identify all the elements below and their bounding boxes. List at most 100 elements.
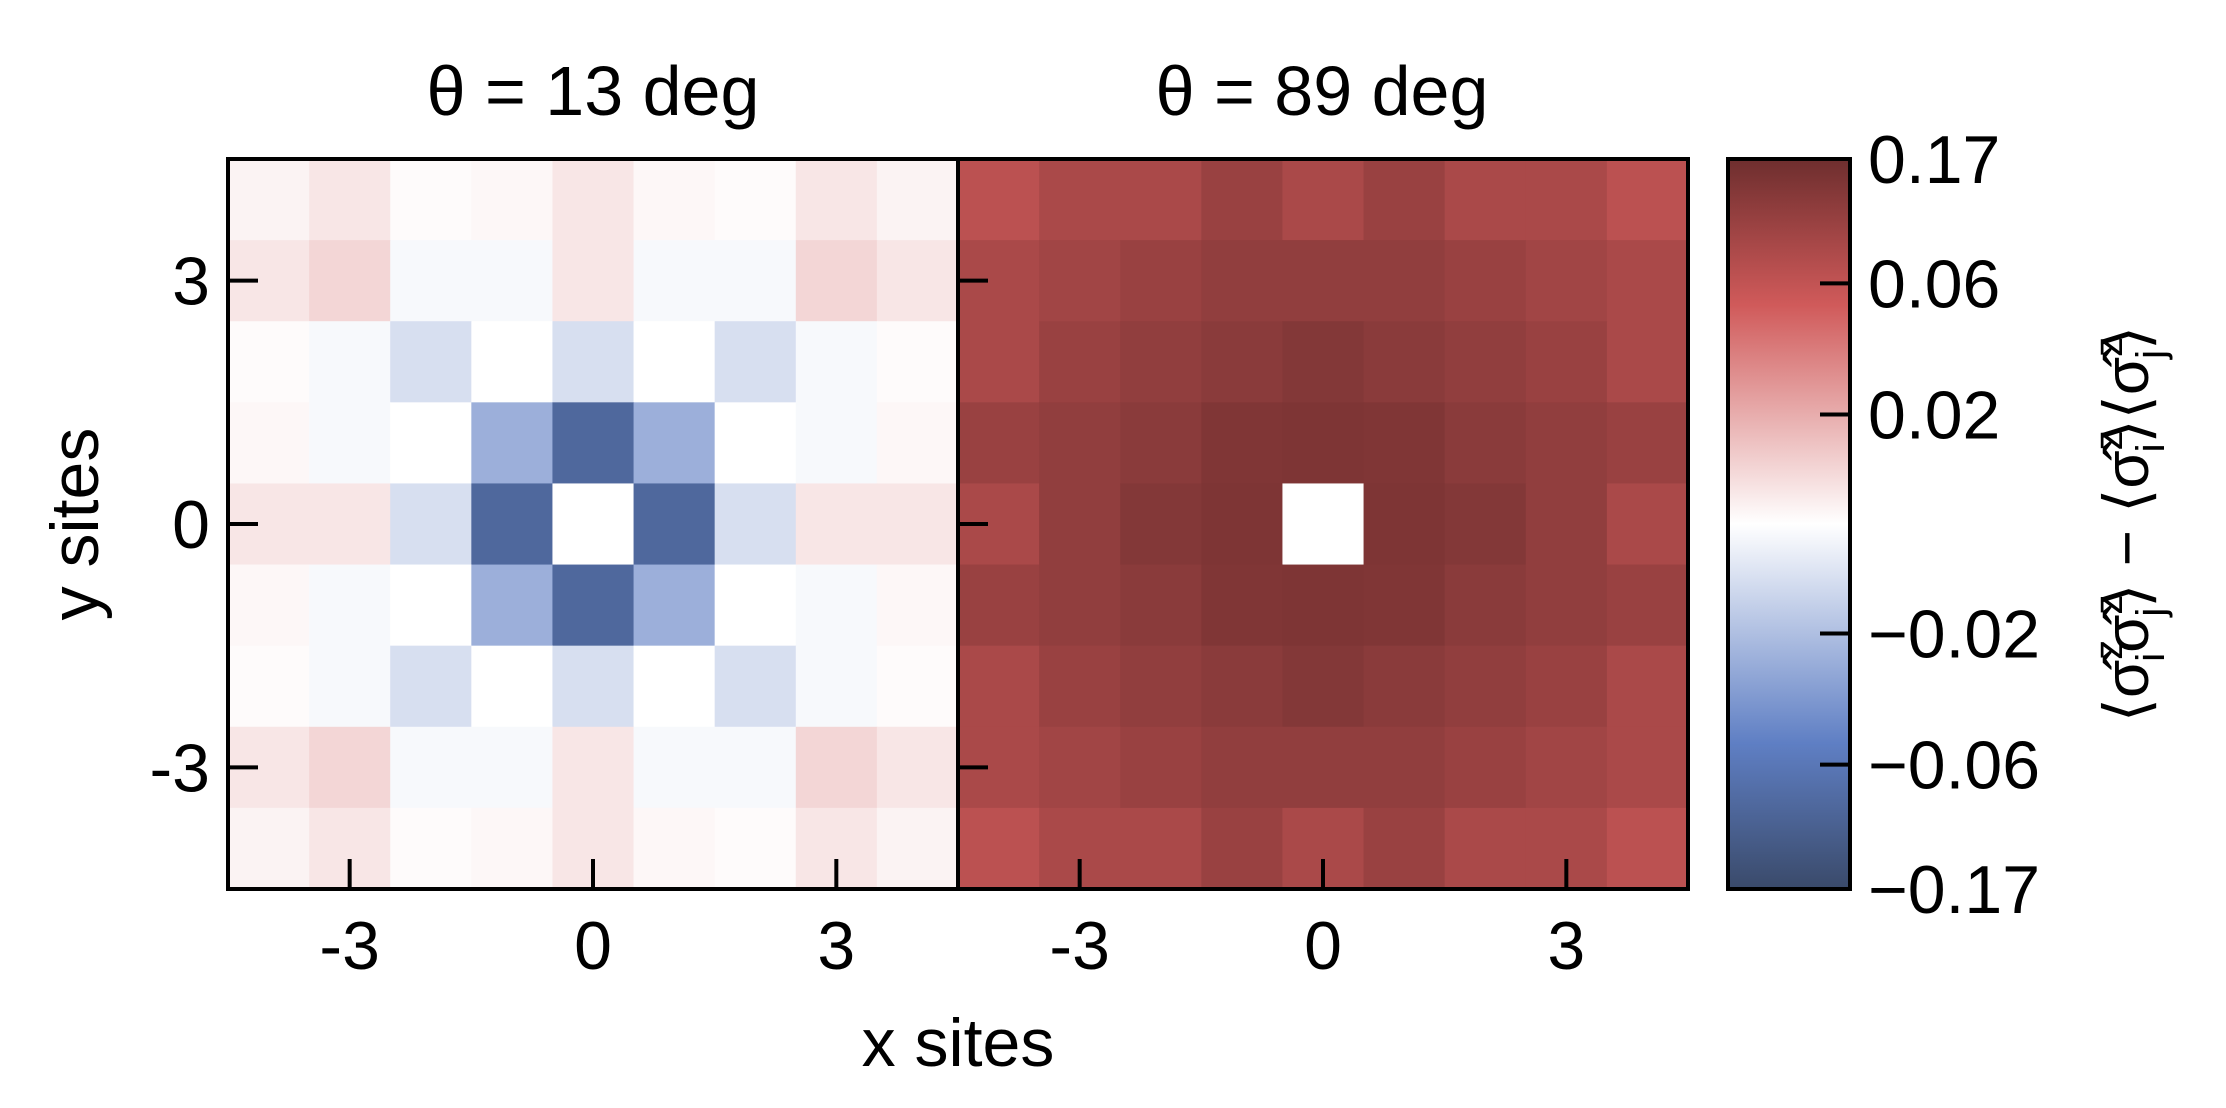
heatmap-cell bbox=[958, 321, 1040, 403]
heatmap-cell bbox=[1363, 240, 1446, 322]
heatmap-cell bbox=[714, 321, 797, 403]
heatmap-cell bbox=[1606, 240, 1689, 322]
heatmap-cell bbox=[1039, 483, 1121, 566]
heatmap-cell bbox=[1282, 645, 1365, 728]
heatmap-cell bbox=[1525, 402, 1608, 485]
heatmap-cell bbox=[1201, 483, 1284, 566]
colorbar-tick-label: 0.06 bbox=[1868, 246, 2000, 322]
heatmap-cell bbox=[795, 726, 878, 809]
heatmap-cell bbox=[1282, 321, 1365, 403]
heatmap-cell bbox=[633, 159, 716, 241]
heatmap-cell bbox=[471, 402, 554, 485]
heatmap-cell bbox=[1444, 645, 1527, 728]
heatmap-cell bbox=[633, 321, 716, 403]
heatmap-cell bbox=[1120, 807, 1202, 890]
heatmap-cell bbox=[958, 645, 1040, 728]
heatmap-cell bbox=[633, 402, 716, 485]
heatmap-cell bbox=[1525, 564, 1608, 647]
heatmap-cell bbox=[795, 483, 878, 566]
heatmap-cell bbox=[228, 321, 310, 403]
heatmap-cell bbox=[1282, 564, 1365, 647]
y-tick-label: -3 bbox=[150, 730, 210, 806]
heatmap-cell bbox=[876, 159, 959, 241]
colorbar-label: ⟨σ̂ziσ̂zj⟩ − ⟨σ̂zi⟩⟨σ̂zj⟩ bbox=[2087, 326, 2173, 722]
heatmap-cell bbox=[1444, 564, 1527, 647]
heatmap-cell bbox=[1444, 483, 1527, 566]
heatmap-cell bbox=[1363, 159, 1446, 241]
heatmap-cell bbox=[309, 645, 391, 728]
panel-title-left: θ = 13 deg bbox=[427, 52, 760, 130]
heatmap-cell bbox=[633, 645, 716, 728]
heatmap-cell bbox=[1363, 402, 1446, 485]
heatmap-cell bbox=[1525, 321, 1608, 403]
heatmap-cell bbox=[390, 483, 472, 566]
heatmap-cell bbox=[471, 645, 554, 728]
heatmap-cell bbox=[471, 159, 554, 241]
heatmap-cell bbox=[390, 402, 472, 485]
heatmap-cell bbox=[1120, 402, 1202, 485]
heatmap-cell bbox=[228, 402, 310, 485]
heatmap-cell bbox=[471, 321, 554, 403]
heatmap-cell bbox=[552, 483, 635, 566]
heatmap-cell bbox=[1282, 240, 1365, 322]
colorbar-tick-label: −0.17 bbox=[1868, 852, 2040, 928]
heatmap-cell bbox=[552, 564, 635, 647]
heatmap-cell bbox=[1606, 807, 1689, 890]
heatmap-cell bbox=[228, 807, 310, 890]
heatmap-cell bbox=[876, 240, 959, 322]
heatmap-cell bbox=[1363, 645, 1446, 728]
heatmap-cell bbox=[958, 159, 1040, 241]
x-tick-label: -3 bbox=[319, 908, 379, 984]
heatmap-cell bbox=[390, 726, 472, 809]
heatmap-cell bbox=[309, 483, 391, 566]
heatmap-cell bbox=[876, 645, 959, 728]
heatmap-cell bbox=[795, 564, 878, 647]
heatmap-panel-left bbox=[228, 159, 959, 890]
colorbar-tick-label: 0.02 bbox=[1868, 378, 2000, 454]
heatmap-cell bbox=[958, 807, 1040, 890]
heatmap-cell bbox=[1444, 402, 1527, 485]
heatmap-cell bbox=[1606, 159, 1689, 241]
x-tick-label: 3 bbox=[817, 908, 855, 984]
heatmap-cell bbox=[471, 240, 554, 322]
heatmap-cell bbox=[1039, 240, 1121, 322]
heatmap-cell bbox=[1606, 564, 1689, 647]
colorbar bbox=[1726, 157, 1852, 891]
heatmap-cell bbox=[390, 807, 472, 890]
heatmap-cell bbox=[1363, 726, 1446, 809]
heatmap-cell bbox=[1120, 240, 1202, 322]
heatmap-cell bbox=[1606, 402, 1689, 485]
heatmap-cell bbox=[1039, 645, 1121, 728]
heatmap-cell bbox=[309, 726, 391, 809]
heatmap-panel-right bbox=[958, 159, 1689, 890]
heatmap-cell bbox=[876, 402, 959, 485]
heatmap-cell bbox=[471, 564, 554, 647]
x-tick-label: -3 bbox=[1049, 908, 1109, 984]
heatmap-cell bbox=[390, 159, 472, 241]
heatmap-cell bbox=[1282, 483, 1365, 566]
heatmap-cell bbox=[714, 483, 797, 566]
heatmap-cell bbox=[1444, 159, 1527, 241]
heatmap-cell bbox=[228, 564, 310, 647]
heatmap-cell bbox=[1201, 807, 1284, 890]
heatmap-cell bbox=[1363, 807, 1446, 890]
heatmap-cell bbox=[1039, 402, 1121, 485]
heatmap-cell bbox=[795, 645, 878, 728]
panel-title-right: θ = 89 deg bbox=[1156, 52, 1489, 130]
heatmap-cell bbox=[1201, 240, 1284, 322]
heatmap-cell bbox=[390, 240, 472, 322]
heatmap-cell bbox=[309, 564, 391, 647]
x-tick-label: 3 bbox=[1547, 908, 1585, 984]
heatmap-cell bbox=[795, 402, 878, 485]
heatmap-cell bbox=[1201, 321, 1284, 403]
heatmap-cell bbox=[1606, 726, 1689, 809]
heatmap-cell bbox=[1039, 159, 1121, 241]
heatmap-cell bbox=[1201, 159, 1284, 241]
heatmap-cell bbox=[1525, 483, 1608, 566]
heatmap-cell bbox=[390, 645, 472, 728]
heatmap-cell bbox=[1120, 159, 1202, 241]
heatmap-cell bbox=[1201, 402, 1284, 485]
heatmap-cell bbox=[876, 321, 959, 403]
colorbar-tick-label: 0.17 bbox=[1868, 122, 2000, 198]
